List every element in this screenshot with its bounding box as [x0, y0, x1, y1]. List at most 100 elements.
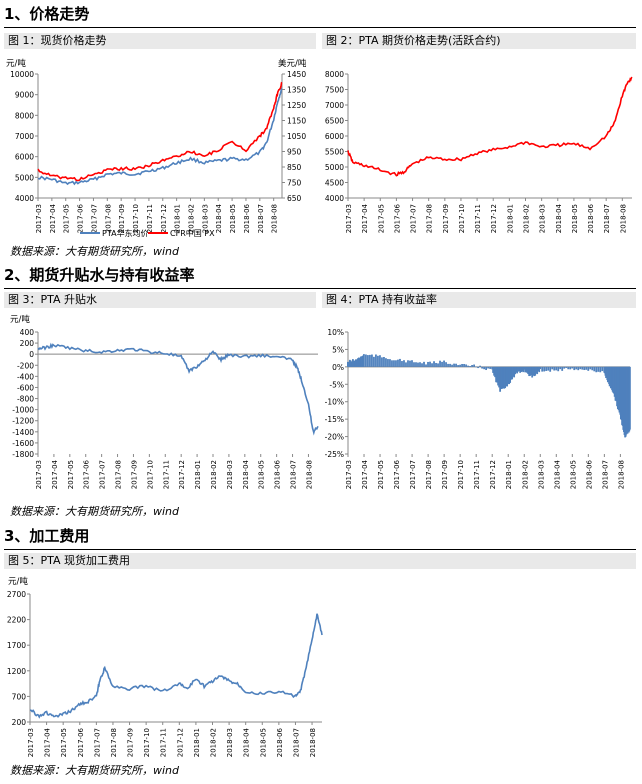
x-tick-label: 2018-03	[201, 204, 209, 233]
bar	[503, 366, 506, 389]
y-tick-label: 200	[12, 718, 27, 727]
x-tick-label: 2017-03	[35, 460, 43, 489]
bar	[350, 360, 352, 367]
bar	[538, 366, 541, 373]
bar	[361, 356, 363, 367]
x-tick-label: 2017-12	[160, 204, 168, 233]
x-tick-label: 2018-05	[258, 460, 266, 489]
y-tick-label: -15%	[325, 415, 344, 424]
bar	[589, 366, 592, 370]
x-tick-label: 2018-04	[555, 203, 563, 233]
bar	[505, 366, 508, 387]
bar	[522, 366, 525, 373]
x-tick-label: 2018-01	[194, 460, 202, 489]
data-source-note: 数据来源：大有期货研究所，wind	[10, 245, 180, 258]
bar	[391, 360, 393, 367]
bar	[595, 366, 598, 373]
bar	[443, 360, 445, 367]
bar	[471, 365, 473, 367]
y-tick-label: -1200	[12, 417, 34, 426]
x-tick-label: 2017-07	[99, 460, 107, 489]
x-tick-label: 2017-06	[83, 459, 91, 489]
section-heading-basis: 2、期货升贴水与持有收益率	[4, 266, 195, 284]
bar	[489, 366, 492, 369]
bar	[379, 355, 381, 367]
bar	[539, 366, 542, 370]
y-tick-label: 8000	[15, 111, 34, 120]
x-tick-label: 2018-08	[309, 728, 317, 757]
legend-label: PTA华东均价	[102, 228, 149, 238]
y-tick-label: -1600	[12, 439, 34, 448]
bar	[501, 366, 504, 389]
x-tick-label: 2017-11	[146, 204, 154, 233]
bar	[465, 364, 467, 367]
bar	[518, 366, 521, 372]
bar	[483, 366, 485, 370]
x-tick-label: 2018-03	[226, 460, 234, 489]
y-tick-label: 1700	[7, 641, 26, 650]
x-tick-label: 2017-12	[490, 204, 498, 233]
x-tick-label: 2018-06	[276, 727, 284, 757]
y-tick-label: -800	[17, 395, 34, 404]
x-tick-label: 2017-04	[51, 459, 59, 489]
bar	[415, 362, 417, 367]
bar	[358, 357, 360, 367]
x-tick-label: 2018-02	[521, 460, 529, 489]
figure-3-title: 图 3：PTA 升贴水	[4, 292, 316, 308]
bar	[401, 361, 403, 367]
bar	[433, 361, 435, 367]
y2-tick-label: 950	[287, 148, 302, 157]
x-tick-label: 2018-06	[585, 459, 593, 489]
x-tick-label: 2018-07	[257, 204, 265, 233]
x-tick-label: 2018-06	[274, 459, 282, 489]
chart-processing-fee: 200 700 1200 1700 2200 2700 元/吨 2017-03 2017-04 2…	[7, 576, 323, 757]
x-tick-label: 2017-03	[345, 460, 353, 489]
y-tick-label: 5000	[325, 163, 344, 172]
y2-tick-label: 750	[287, 179, 302, 188]
bar	[475, 366, 477, 368]
y-tick-label: 5%	[332, 345, 344, 354]
y-tick-label: 700	[12, 692, 27, 701]
y2-tick-label: 1150	[287, 117, 306, 126]
x-tick-label: 2017-05	[60, 728, 68, 757]
bar	[593, 366, 596, 372]
series-line	[37, 81, 283, 182]
x-tick-label: 2017-10	[143, 728, 151, 757]
bar	[385, 358, 387, 367]
bar	[409, 360, 411, 367]
bar	[435, 362, 437, 367]
bar	[527, 366, 530, 375]
x-tick-label: 2017-11	[160, 728, 168, 757]
bar	[583, 366, 586, 371]
x-tick-label: 2018-08	[271, 204, 279, 233]
y-tick-label: 0	[29, 350, 34, 359]
x-tick-label: 2017-05	[377, 460, 385, 489]
figure-4-title: 图 4：PTA 持有收益率	[322, 292, 636, 308]
bar	[413, 362, 415, 367]
bar	[360, 356, 362, 367]
bar	[601, 366, 604, 372]
y-tick-label: 6000	[15, 153, 34, 162]
y-tick-label: 7500	[325, 86, 344, 95]
bar	[545, 366, 548, 371]
y-tick-label: -20%	[325, 433, 344, 442]
bar	[367, 355, 369, 367]
y-tick-label: 1200	[7, 667, 26, 676]
bar	[453, 363, 455, 367]
y2-tick-label: 650	[287, 194, 302, 203]
bar	[517, 366, 520, 372]
y-axis-unit: 元/吨	[6, 58, 26, 69]
bar	[423, 361, 425, 367]
x-tick-label: 2017-04	[361, 203, 369, 233]
x-tick-label: 2017-09	[118, 204, 126, 233]
x-tick-label: 2018-02	[523, 204, 531, 233]
bar	[449, 363, 451, 367]
bar	[543, 366, 546, 372]
x-tick-label: 2017-11	[162, 460, 170, 489]
x-tick-label: 2018-07	[290, 460, 298, 489]
bar	[421, 363, 423, 367]
bar	[467, 365, 469, 367]
x-tick-label: 2017-08	[110, 728, 118, 757]
bar	[411, 360, 413, 367]
series-line	[37, 342, 319, 436]
